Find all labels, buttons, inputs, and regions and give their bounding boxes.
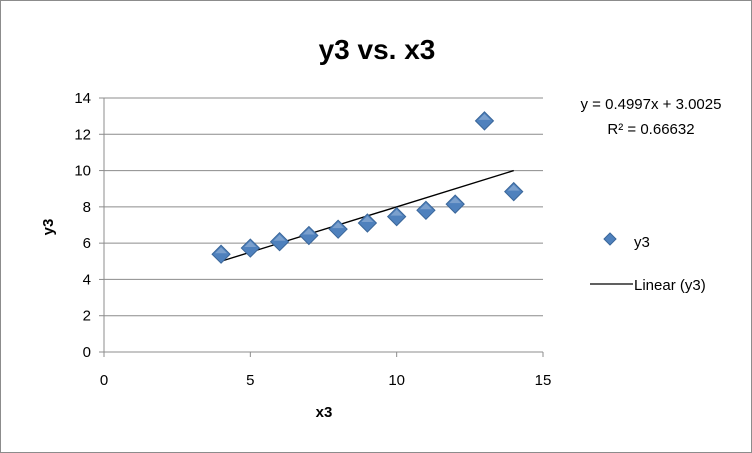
- data-point-highlight: [449, 197, 462, 204]
- data-point: [269, 231, 290, 252]
- chart-title: y3 vs. x3: [319, 34, 436, 65]
- data-point-highlight: [361, 216, 374, 223]
- trendline-r-squared: R² = 0.66632: [607, 121, 694, 138]
- legend: y3 Linear (y3): [590, 232, 706, 294]
- data-point-highlight: [332, 222, 345, 229]
- y-tick-label: 14: [74, 90, 91, 107]
- legend-marker-diamond: [603, 232, 617, 246]
- data-point: [240, 238, 261, 258]
- data-point-highlight: [507, 184, 520, 191]
- data-point-highlight: [302, 228, 315, 235]
- y-tick-label: 0: [83, 344, 91, 361]
- data-point-highlight: [390, 209, 403, 216]
- data-point-highlight: [273, 234, 286, 241]
- tick-labels: 0 2 4 6 8 10 12 14 0 5 10 15: [74, 90, 551, 389]
- y-tick-label: 12: [74, 126, 91, 143]
- x-tick-label: 15: [535, 372, 552, 389]
- x-tick-label: 10: [388, 372, 405, 389]
- y-tick-label: 2: [83, 308, 91, 325]
- x-tick-label: 5: [246, 372, 254, 389]
- legend-label-linear: Linear (y3): [634, 277, 706, 294]
- data-point: [328, 219, 348, 239]
- y-tick-label: 10: [74, 163, 91, 180]
- y-tick-label: 6: [83, 235, 91, 252]
- data-points: [211, 111, 524, 264]
- data-point: [299, 225, 319, 246]
- data-point: [357, 213, 378, 233]
- axes: [99, 97, 544, 357]
- data-point: [445, 194, 465, 214]
- y-tick-label: 8: [83, 199, 91, 216]
- gridlines: [104, 97, 543, 317]
- data-point: [416, 200, 436, 221]
- data-point: [474, 111, 495, 131]
- legend-label-y3: y3: [634, 234, 650, 251]
- y-axis-title: y3: [40, 219, 57, 236]
- data-point: [504, 181, 524, 202]
- x-axis-title: x3: [316, 404, 333, 421]
- data-point-highlight: [244, 241, 257, 248]
- data-point-highlight: [419, 203, 432, 210]
- data-point: [211, 244, 231, 264]
- data-point-highlight: [215, 247, 228, 254]
- y-tick-label: 4: [83, 271, 91, 288]
- data-point: [386, 206, 407, 227]
- trendline-equation: y = 0.4997x + 3.0025: [581, 96, 722, 113]
- x-tick-label: 0: [100, 372, 108, 389]
- data-point-highlight: [478, 113, 491, 120]
